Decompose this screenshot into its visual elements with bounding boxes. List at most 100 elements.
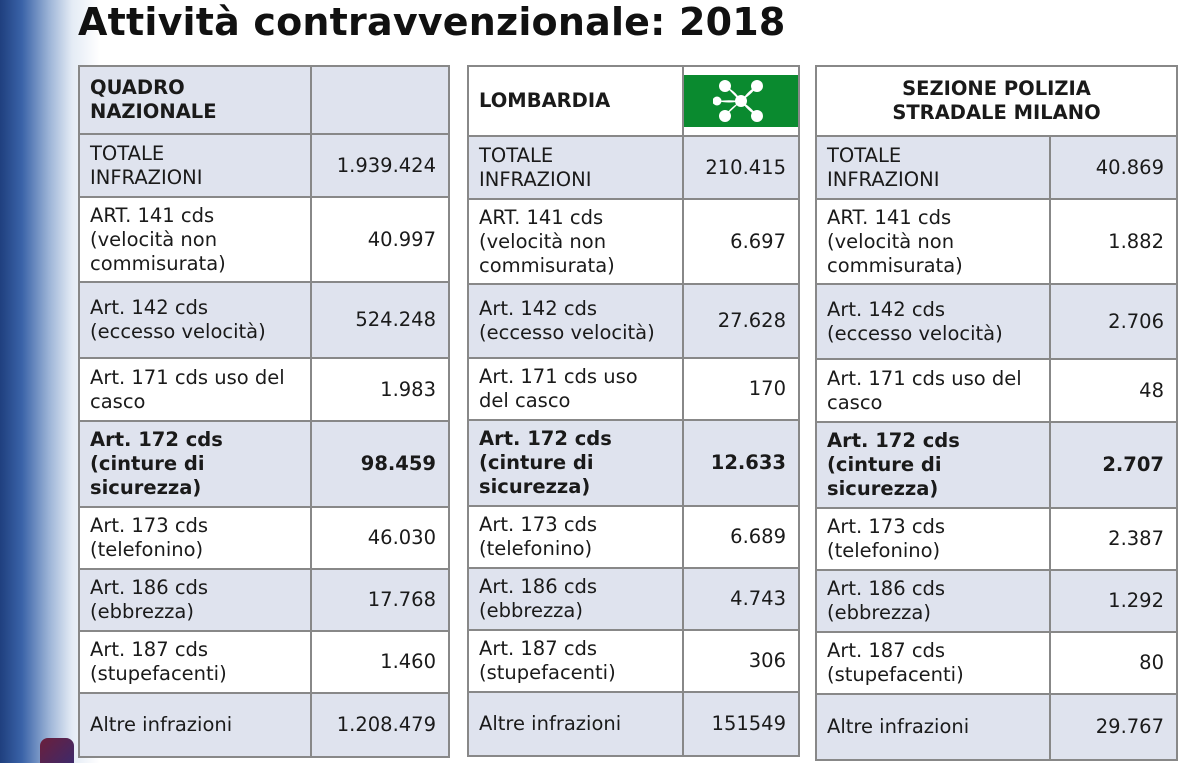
table-row: Art. 186 cds (ebbrezza) 17.768 <box>78 568 450 632</box>
row-label: Art. 142 cds (eccesso velocità) <box>815 283 1051 360</box>
row-value: 1.882 <box>1049 198 1178 285</box>
row-value: 151549 <box>682 691 800 757</box>
table-row: Art. 173 cds (telefonino) 2.387 <box>815 507 1178 571</box>
row-label: ART. 141 cds (velocità non commisurata) <box>467 198 684 285</box>
table-row: Art. 171 cds uso del casco 1.983 <box>78 357 450 422</box>
row-value: 170 <box>682 357 800 421</box>
lombardia-flag-icon <box>684 75 798 127</box>
table-row: Art. 187 cds (stupefacenti) 1.460 <box>78 630 450 694</box>
table-header-row: LOMBARDIA <box>467 65 800 137</box>
row-label: ART. 141 cds (velocità non commisurata) <box>815 198 1051 285</box>
table-row: Altre infrazioni 29.767 <box>815 693 1178 761</box>
row-label: ART. 141 cds (velocità non commisurata) <box>78 196 312 283</box>
row-value: 210.415 <box>682 135 800 200</box>
table-header-title: QUADRO NAZIONALE <box>78 65 312 135</box>
row-value: 1.983 <box>310 357 450 422</box>
row-value: 1.292 <box>1049 569 1178 633</box>
row-value: 1.208.479 <box>310 692 450 758</box>
table-polizia-stradale-milano: SEZIONE POLIZIA STRADALE MILANO TOTALE IN… <box>815 65 1178 761</box>
table-header-row: QUADRO NAZIONALE <box>78 65 450 135</box>
police-emblem-icon <box>40 738 74 763</box>
row-value: 1.939.424 <box>310 133 450 198</box>
row-label: Altre infrazioni <box>467 691 684 757</box>
row-label: Art. 173 cds (telefonino) <box>78 506 312 570</box>
row-label: Art. 186 cds (ebbrezza) <box>78 568 312 632</box>
row-value: 306 <box>682 629 800 693</box>
row-label: Art. 142 cds (eccesso velocità) <box>78 281 312 359</box>
row-label: Art. 172 cds (cinture di sicurezza) <box>815 421 1051 509</box>
table-row-highlight: Art. 172 cds (cinture di sicurezza) 12.633 <box>467 419 800 507</box>
row-value: 17.768 <box>310 568 450 632</box>
row-value: 40.997 <box>310 196 450 283</box>
row-label: Art. 187 cds (stupefacenti) <box>78 630 312 694</box>
table-row-highlight: Art. 172 cds (cinture di sicurezza) 2.707 <box>815 421 1178 509</box>
row-label: Art. 172 cds (cinture di sicurezza) <box>78 420 312 508</box>
row-label: TOTALE INFRAZIONI <box>467 135 684 200</box>
row-value: 40.869 <box>1049 135 1178 200</box>
table-row: Altre infrazioni 1.208.479 <box>78 692 450 758</box>
row-value: 4.743 <box>682 567 800 631</box>
row-label: Art. 171 cds uso del casco <box>815 358 1051 423</box>
header-line: NAZIONALE <box>90 100 217 123</box>
row-label: Art. 187 cds (stupefacenti) <box>815 631 1051 695</box>
table-row: Art. 171 cds uso del casco 48 <box>815 358 1178 423</box>
row-value: 80 <box>1049 631 1178 695</box>
row-label: Altre infrazioni <box>815 693 1051 761</box>
table-row: Altre infrazioni 151549 <box>467 691 800 757</box>
row-value: 48 <box>1049 358 1178 423</box>
row-value: 12.633 <box>682 419 800 507</box>
row-label: Art. 173 cds (telefonino) <box>815 507 1051 571</box>
row-label: Art. 142 cds (eccesso velocità) <box>467 283 684 359</box>
row-value: 524.248 <box>310 281 450 359</box>
table-row: TOTALE INFRAZIONI 40.869 <box>815 135 1178 200</box>
page-title: Attività contravvenzionale: 2018 <box>78 0 786 44</box>
table-row: ART. 141 cds (velocità non commisurata) 40… <box>78 196 450 283</box>
row-value: 29.767 <box>1049 693 1178 761</box>
row-label: Art. 186 cds (ebbrezza) <box>467 567 684 631</box>
table-row: Art. 173 cds (telefonino) 6.689 <box>467 505 800 569</box>
rosa-camuna-icon <box>713 80 763 122</box>
table-row: Art. 142 cds (eccesso velocità) 2.706 <box>815 283 1178 360</box>
table-row: Art. 173 cds (telefonino) 46.030 <box>78 506 450 570</box>
row-value: 1.460 <box>310 630 450 694</box>
row-label: Art. 186 cds (ebbrezza) <box>815 569 1051 633</box>
header-line: STRADALE MILANO <box>892 101 1101 124</box>
row-value: 6.689 <box>682 505 800 569</box>
table-header-title: SEZIONE POLIZIA STRADALE MILANO <box>815 65 1178 137</box>
table-row: Art. 171 cds uso del casco 170 <box>467 357 800 421</box>
table-lombardia: LOMBARDIA <box>467 65 800 757</box>
table-row: TOTALE INFRAZIONI 210.415 <box>467 135 800 200</box>
table-row: Art. 142 cds (eccesso velocità) 524.248 <box>78 281 450 359</box>
row-label: Altre infrazioni <box>78 692 312 758</box>
row-value: 98.459 <box>310 420 450 508</box>
flag-cell <box>682 65 800 137</box>
row-value: 27.628 <box>682 283 800 359</box>
table-row: ART. 141 cds (velocità non commisurata) 1.… <box>815 198 1178 285</box>
table-row: Art. 186 cds (ebbrezza) 1.292 <box>815 569 1178 633</box>
row-value: 2.707 <box>1049 421 1178 509</box>
flag-cell <box>310 65 450 135</box>
header-line: SEZIONE POLIZIA <box>902 77 1091 100</box>
table-row: Art. 142 cds (eccesso velocità) 27.628 <box>467 283 800 359</box>
row-label: Art. 171 cds uso del casco <box>467 357 684 421</box>
table-quadro-nazionale: QUADRO NAZIONALE TOTALE INFRAZIONI 1.939.… <box>78 65 450 758</box>
table-header-title: LOMBARDIA <box>467 65 684 137</box>
row-label: TOTALE INFRAZIONI <box>815 135 1051 200</box>
row-value: 46.030 <box>310 506 450 570</box>
row-label: TOTALE INFRAZIONI <box>78 133 312 198</box>
table-row-highlight: Art. 172 cds (cinture di sicurezza) 98.459 <box>78 420 450 508</box>
row-value: 2.706 <box>1049 283 1178 360</box>
table-row: ART. 141 cds (velocità non commisurata) 6.… <box>467 198 800 285</box>
table-row: Art. 187 cds (stupefacenti) 80 <box>815 631 1178 695</box>
row-label: Art. 187 cds (stupefacenti) <box>467 629 684 693</box>
table-row: Art. 187 cds (stupefacenti) 306 <box>467 629 800 693</box>
table-row: TOTALE INFRAZIONI 1.939.424 <box>78 133 450 198</box>
table-row: Art. 186 cds (ebbrezza) 4.743 <box>467 567 800 631</box>
row-value: 2.387 <box>1049 507 1178 571</box>
row-value: 6.697 <box>682 198 800 285</box>
table-header-row: SEZIONE POLIZIA STRADALE MILANO <box>815 65 1178 137</box>
row-label: Art. 173 cds (telefonino) <box>467 505 684 569</box>
header-line: QUADRO <box>90 76 185 99</box>
row-label: Art. 171 cds uso del casco <box>78 357 312 422</box>
row-label: Art. 172 cds (cinture di sicurezza) <box>467 419 684 507</box>
